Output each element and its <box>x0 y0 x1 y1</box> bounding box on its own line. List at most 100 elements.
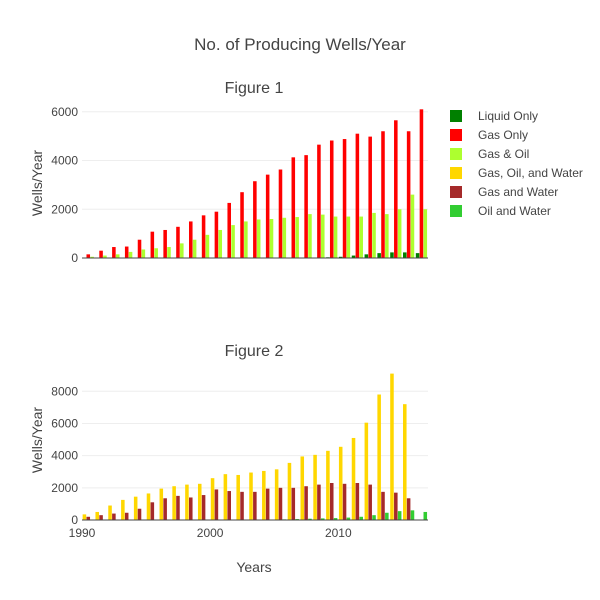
bar-1-gas-only-2001 <box>227 202 231 258</box>
bar-1-gas-oil-1999 <box>205 234 210 258</box>
legend-label: Gas and Water <box>478 184 559 199</box>
bar-1-liquid-only-2010 <box>338 256 343 258</box>
legend-label: Oil and Water <box>478 203 551 218</box>
bar-2-gas-and-water-2006 <box>291 487 296 520</box>
bar-2-oil-and-water-2011 <box>359 516 363 520</box>
bar-2-oil-and-water-2016 <box>423 511 428 520</box>
bar-1-liquid-only-2012 <box>364 254 369 258</box>
bar-1-gas-only-1994 <box>137 239 142 258</box>
bar-1-gas-only-1992 <box>112 247 116 258</box>
bar-1-gas-only-2008 <box>317 144 321 258</box>
bar-2-gas-and-water-1993 <box>124 512 129 520</box>
bar-2-gas-and-water-1997 <box>176 495 180 520</box>
bar-2-gas-oil-and-water-2006 <box>287 462 292 520</box>
bar-2-oil-and-water-2009 <box>333 518 338 520</box>
bar-2-gas-and-water-2012 <box>368 484 372 520</box>
subplot-2-title: Figure 2 <box>225 343 284 360</box>
bar-2-gas-oil-and-water-2008 <box>313 454 317 520</box>
bar-1-gas-oil-2011 <box>359 216 363 258</box>
bar-2-oil-and-water-2010 <box>346 517 351 520</box>
y-tick-label-1-1: 2000 <box>51 202 78 216</box>
bar-2-gas-and-water-2015 <box>406 498 411 520</box>
bar-2-gas-and-water-1994 <box>137 508 142 520</box>
bar-1-gas-only-1998 <box>189 221 193 258</box>
bar-1-liquid-only-2013 <box>377 253 381 258</box>
bar-2-gas-oil-and-water-2005 <box>274 469 279 520</box>
bar-2-gas-and-water-1992 <box>112 513 116 520</box>
bar-2-gas-and-water-1995 <box>150 502 155 520</box>
bar-1-gas-only-2014 <box>394 120 398 258</box>
bar-2-oil-and-water-2008 <box>320 518 325 520</box>
bar-2-gas-and-water-1999 <box>201 495 206 520</box>
bar-2-gas-oil-and-water-1999 <box>197 483 202 520</box>
bar-2-oil-and-water-2015 <box>410 510 415 520</box>
bar-1-gas-oil-2010 <box>346 216 351 258</box>
bar-2-gas-and-water-2009 <box>329 483 334 520</box>
legend-item-gas-oil-and-water[interactable]: Gas, Oil, and Water <box>448 163 598 182</box>
legend-item-gas-and-water[interactable]: Gas and Water <box>448 182 598 201</box>
subplot-2-ylabel: Wells/Year <box>29 407 45 473</box>
bar-1-gas-oil-2015 <box>410 194 415 258</box>
bar-2-gas-oil-and-water-2007 <box>300 456 305 520</box>
bar-2-gas-oil-and-water-2002 <box>236 474 240 520</box>
bar-2-gas-and-water-1991 <box>99 515 103 520</box>
bar-1-gas-only-2016 <box>419 109 424 258</box>
legend-item-liquid-only[interactable]: Liquid Only <box>448 106 598 125</box>
bar-1-gas-only-2002 <box>240 192 244 258</box>
bar-1-gas-oil-2014 <box>397 209 402 258</box>
chart-title: No. of Producing Wells/Year <box>194 35 406 54</box>
bar-2-gas-oil-and-water-1990 <box>82 514 87 520</box>
bar-1-gas-oil-1992 <box>115 254 120 258</box>
y-tick-label-2-0: 0 <box>71 513 78 527</box>
bar-1-gas-oil-1996 <box>167 247 171 258</box>
bar-2-gas-oil-and-water-2001 <box>223 474 228 520</box>
bar-2-gas-and-water-2002 <box>240 491 244 520</box>
bar-2-oil-and-water-2012 <box>372 515 376 520</box>
bar-1-gas-only-2004 <box>265 174 270 258</box>
bar-2-oil-and-water-2013 <box>385 512 389 520</box>
bar-1-gas-only-1995 <box>150 231 155 258</box>
bar-2-oil-and-water-2007 <box>308 518 312 520</box>
bar-2-gas-oil-and-water-1996 <box>159 488 164 520</box>
legend-label: Gas, Oil, and Water <box>478 165 583 180</box>
bar-1-gas-oil-2006 <box>295 217 299 258</box>
bar-1-gas-only-2005 <box>278 169 283 258</box>
y-tick-label-2-3: 6000 <box>51 416 78 430</box>
bar-1-gas-only-2007 <box>304 155 308 258</box>
bar-1-gas-oil-1990 <box>90 256 94 258</box>
bar-2-gas-oil-and-water-2003 <box>249 472 253 520</box>
legend-label: Liquid Only <box>478 108 539 123</box>
bar-2-gas-oil-and-water-2004 <box>262 470 266 520</box>
x-axis-label: Years <box>236 559 271 575</box>
bar-2-gas-and-water-2000 <box>214 489 219 520</box>
legend-item-gas-only[interactable]: Gas Only <box>448 125 598 144</box>
bar-1-gas-oil-1998 <box>192 239 197 258</box>
bar-1-liquid-only-2011 <box>351 255 356 258</box>
bar-2-gas-oil-and-water-2013 <box>377 394 381 520</box>
legend-swatch <box>450 147 462 160</box>
bar-2-gas-and-water-1998 <box>189 497 193 520</box>
bar-1-gas-oil-2002 <box>244 221 248 258</box>
bar-1-gas-only-2012 <box>368 136 372 258</box>
bar-1-gas-only-1997 <box>176 226 180 258</box>
bar-1-gas-only-1991 <box>99 250 103 258</box>
bar-2-gas-and-water-2013 <box>381 491 385 520</box>
bar-1-gas-oil-2004 <box>269 219 274 258</box>
bar-1-gas-only-2013 <box>381 131 385 258</box>
bar-2-gas-and-water-2007 <box>304 486 308 520</box>
legend-item-gas-oil[interactable]: Gas & Oil <box>448 144 598 163</box>
bar-1-gas-only-1993 <box>124 246 129 258</box>
bar-2-gas-and-water-1990 <box>86 516 91 520</box>
bar-1-gas-only-2010 <box>342 139 347 258</box>
bar-1-liquid-only-2014 <box>390 252 394 258</box>
bar-1-gas-oil-1995 <box>154 248 158 258</box>
bar-1-gas-only-2003 <box>253 181 257 258</box>
bar-1-gas-oil-1994 <box>141 249 146 258</box>
legend-label: Gas Only <box>478 127 529 142</box>
bar-1-liquid-only-2016 <box>415 253 420 258</box>
bar-2-gas-and-water-2001 <box>227 491 231 520</box>
legend-item-oil-and-water[interactable]: Oil and Water <box>448 201 598 220</box>
bar-1-gas-oil-1993 <box>128 251 133 258</box>
bar-2-gas-oil-and-water-1991 <box>95 511 99 520</box>
bar-2-gas-oil-and-water-2000 <box>210 478 215 520</box>
